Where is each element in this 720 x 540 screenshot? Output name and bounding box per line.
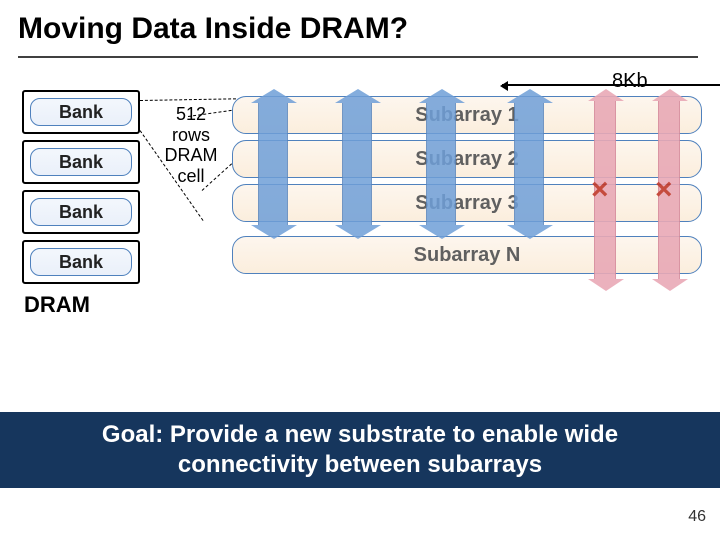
subarray-row: Subarray 1 [232,96,702,134]
subarray-label: Subarray N [233,244,701,267]
subarray-row: Subarray 2 [232,140,702,178]
bank-box: Bank [22,240,140,284]
subarray-label: Subarray 3 [233,192,701,215]
goal-bar: Goal: Provide a new substrate to enable … [0,412,720,488]
bitline-arrow [342,102,372,226]
goal-text: Goal: Provide a new substrate to enable … [0,420,720,480]
bank-box: Bank [22,190,140,234]
bank-label: Bank [30,148,132,176]
cross-arrow: × [594,100,616,280]
cross-x-icon: × [655,173,673,207]
slide-title: Moving Data Inside DRAM? [18,12,408,46]
bank-label: Bank [30,98,132,126]
panel-bg: Subarray 1 Subarray 2 Subarray 3 Subarra… [232,96,702,296]
bank-box: Bank [22,90,140,134]
dram-stack: Bank Bank Bank Bank DRAM [22,90,140,324]
width-bar [502,84,720,86]
bitline-arrow [258,102,288,226]
subarray-panel: 8Kb Subarray 1 Subarray 2 Subarray 3 Sub… [232,96,702,296]
subarray-row: Subarray 3 [232,184,702,222]
bank-box: Bank [22,140,140,184]
cross-x-icon: × [591,173,609,207]
rows-annotation-cell: DRAM cell [165,145,218,186]
bitline-arrow [514,102,544,226]
zoom-dash-top [140,98,236,101]
page-number: 46 [688,508,706,526]
rows-annotation-rows: 512 rows [172,104,210,145]
title-rule [18,56,698,58]
bitline-arrow [426,102,456,226]
subarray-label: Subarray 1 [233,104,701,127]
bank-label: Bank [30,198,132,226]
subarray-label: Subarray 2 [233,148,701,171]
bank-label: Bank [30,248,132,276]
cross-arrow: × [658,100,680,280]
subarray-row: Subarray N [232,236,702,274]
dram-label: DRAM [22,290,140,324]
